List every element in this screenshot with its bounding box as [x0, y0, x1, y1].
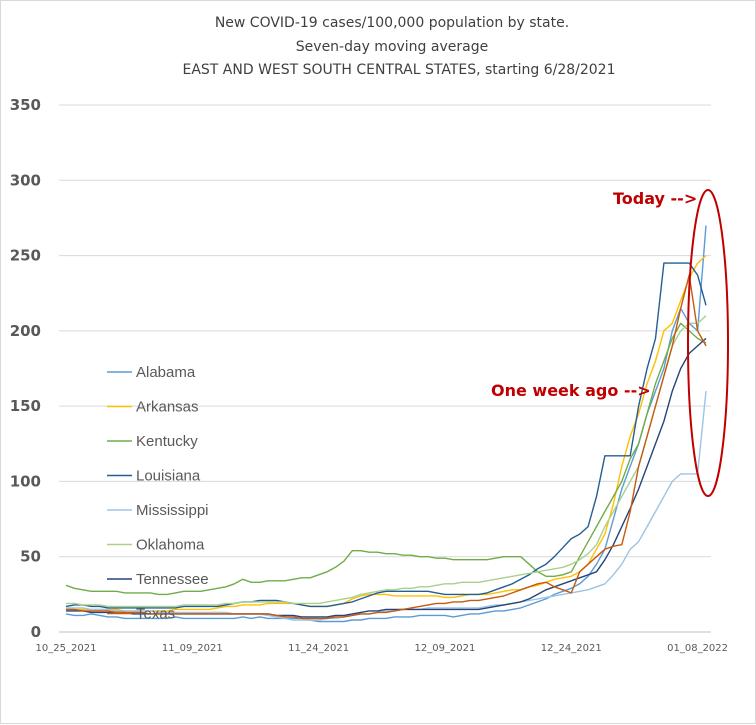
annotations: Today --> One week ago -->: [491, 189, 729, 497]
x-tick-label-12_24_2021: 12_24_2021: [541, 643, 602, 654]
y-tick-label-150: 150: [10, 397, 41, 415]
today-highlight-ellipse: [687, 189, 729, 497]
chart-title-line-3: EAST AND WEST SOUTH CENTRAL STATES, star…: [182, 62, 615, 78]
gridlines: [59, 104, 711, 633]
series-line-arkansas: [66, 255, 707, 612]
x-tick-labels: 10_25_2021 11_09_2021 11_24_2021 12_09_2021…: [36, 643, 728, 654]
x-tick-label-01_08_2022: 01_08_2022: [667, 643, 728, 654]
chart-title-line-1: New COVID-19 cases/100,000 population by…: [215, 15, 569, 31]
x-tick-label-11_24_2021: 11_24_2021: [288, 643, 349, 654]
legend: Alabama Arkansas Kentucky Louisiana Mississi…: [107, 364, 209, 623]
x-tick-label-11_09_2021: 11_09_2021: [162, 643, 223, 654]
y-tick-label-0: 0: [31, 623, 41, 641]
annotation-today: Today -->: [613, 189, 697, 208]
x-tick-label-12_09_2021: 12_09_2021: [414, 643, 475, 654]
series-lines: [65, 225, 707, 623]
series-line-oklahoma: [66, 315, 707, 608]
y-tick-label-300: 300: [10, 171, 41, 189]
y-tick-labels: 0 50 100 150 200 250 300 350: [10, 96, 41, 641]
x-tick-label-10_25_2021: 10_25_2021: [36, 643, 97, 654]
legend-label-arkansas: Arkansas: [136, 399, 199, 416]
legend-label-mississippi: Mississippi: [136, 502, 209, 519]
legend-label-kentucky: Kentucky: [136, 433, 198, 450]
legend-label-alabama: Alabama: [136, 364, 196, 381]
series-line-texas: [66, 274, 707, 620]
series-line-louisiana: [65, 262, 707, 609]
y-tick-label-100: 100: [10, 472, 41, 490]
series-line-mississippi: [66, 391, 707, 621]
legend-label-louisiana: Louisiana: [136, 468, 201, 485]
y-tick-label-350: 350: [10, 96, 41, 114]
chart-title-line-2: Seven-day moving average: [296, 39, 488, 55]
series-line-kentucky: [65, 322, 707, 596]
annotation-one-week-ago: One week ago -->: [491, 381, 651, 400]
y-tick-label-50: 50: [20, 548, 41, 566]
series-line-alabama: [65, 225, 707, 623]
chart-title-group: New COVID-19 cases/100,000 population by…: [182, 15, 615, 78]
y-tick-label-250: 250: [10, 247, 41, 265]
legend-label-texas: Texas: [136, 606, 175, 623]
legend-label-oklahoma: Oklahoma: [136, 537, 205, 554]
legend-label-tennessee: Tennessee: [136, 571, 209, 588]
y-tick-label-200: 200: [10, 322, 41, 340]
